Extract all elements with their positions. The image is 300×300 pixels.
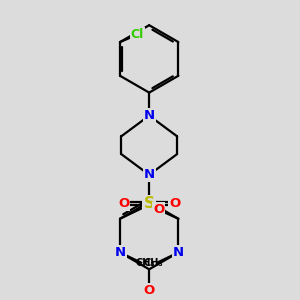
Text: N: N [144,168,155,181]
Text: CH₃: CH₃ [135,258,155,268]
Text: S: S [144,196,155,211]
Text: CH₃: CH₃ [143,258,163,268]
Text: N: N [144,109,155,122]
Text: O: O [144,284,155,297]
Text: O: O [169,197,180,210]
Text: N: N [173,246,184,259]
Text: O: O [153,203,164,216]
Text: CH₃: CH₃ [143,203,163,214]
Text: Cl: Cl [130,28,144,41]
Text: O: O [118,197,129,210]
Text: N: N [114,246,126,259]
